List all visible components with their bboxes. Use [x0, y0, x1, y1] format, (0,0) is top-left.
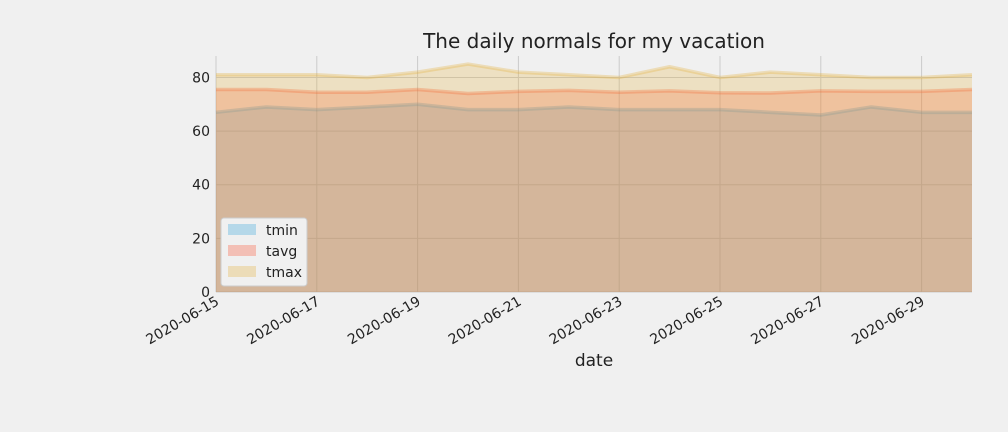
legend-label-tmin: tmin [266, 223, 298, 239]
chart-title: The daily normals for my vacation [422, 29, 765, 53]
x-axis-title: date [575, 351, 613, 371]
x-tick-label: 2020-06-21 [446, 294, 524, 349]
y-tick-label: 0 [201, 285, 210, 301]
legend-swatch-tmin [228, 224, 256, 235]
y-tick-label: 80 [192, 70, 210, 86]
legend-box [220, 217, 308, 287]
area-series [215, 62, 973, 292]
line-tmax [216, 62, 973, 80]
legend-label-tmax: tmax [266, 265, 302, 281]
x-axis: 2020-06-15 2020-06-17 2020-06-19 2020-06-21… [144, 294, 928, 349]
legend-swatch-tavg [228, 245, 256, 256]
legend-label-tavg: tavg [266, 244, 297, 260]
y-tick-label: 40 [192, 178, 210, 194]
x-tick-label: 2020-06-29 [849, 294, 927, 349]
line-tavg [216, 87, 973, 96]
x-tick-label: 2020-06-17 [244, 294, 322, 349]
x-tick-label: 2020-06-19 [345, 294, 423, 349]
legend-swatch-tmax [228, 266, 256, 277]
x-tick-label: 2020-06-15 [144, 294, 222, 349]
x-tick-label: 2020-06-23 [547, 294, 625, 349]
line-tmin [215, 102, 972, 117]
area-tavg [216, 89, 972, 292]
y-tick-label: 20 [192, 231, 210, 247]
plot-background [216, 56, 972, 292]
area-tmin [216, 104, 972, 292]
x-tick-label: 2020-06-25 [648, 294, 726, 349]
y-tick-label: 60 [192, 124, 210, 140]
x-tick-label: 2020-06-27 [748, 294, 826, 349]
grid [215, 56, 972, 293]
legend: tmin tavg tmax [220, 217, 308, 287]
y-axis: 0 20 40 60 80 [192, 70, 210, 301]
area-tmax [216, 64, 972, 292]
